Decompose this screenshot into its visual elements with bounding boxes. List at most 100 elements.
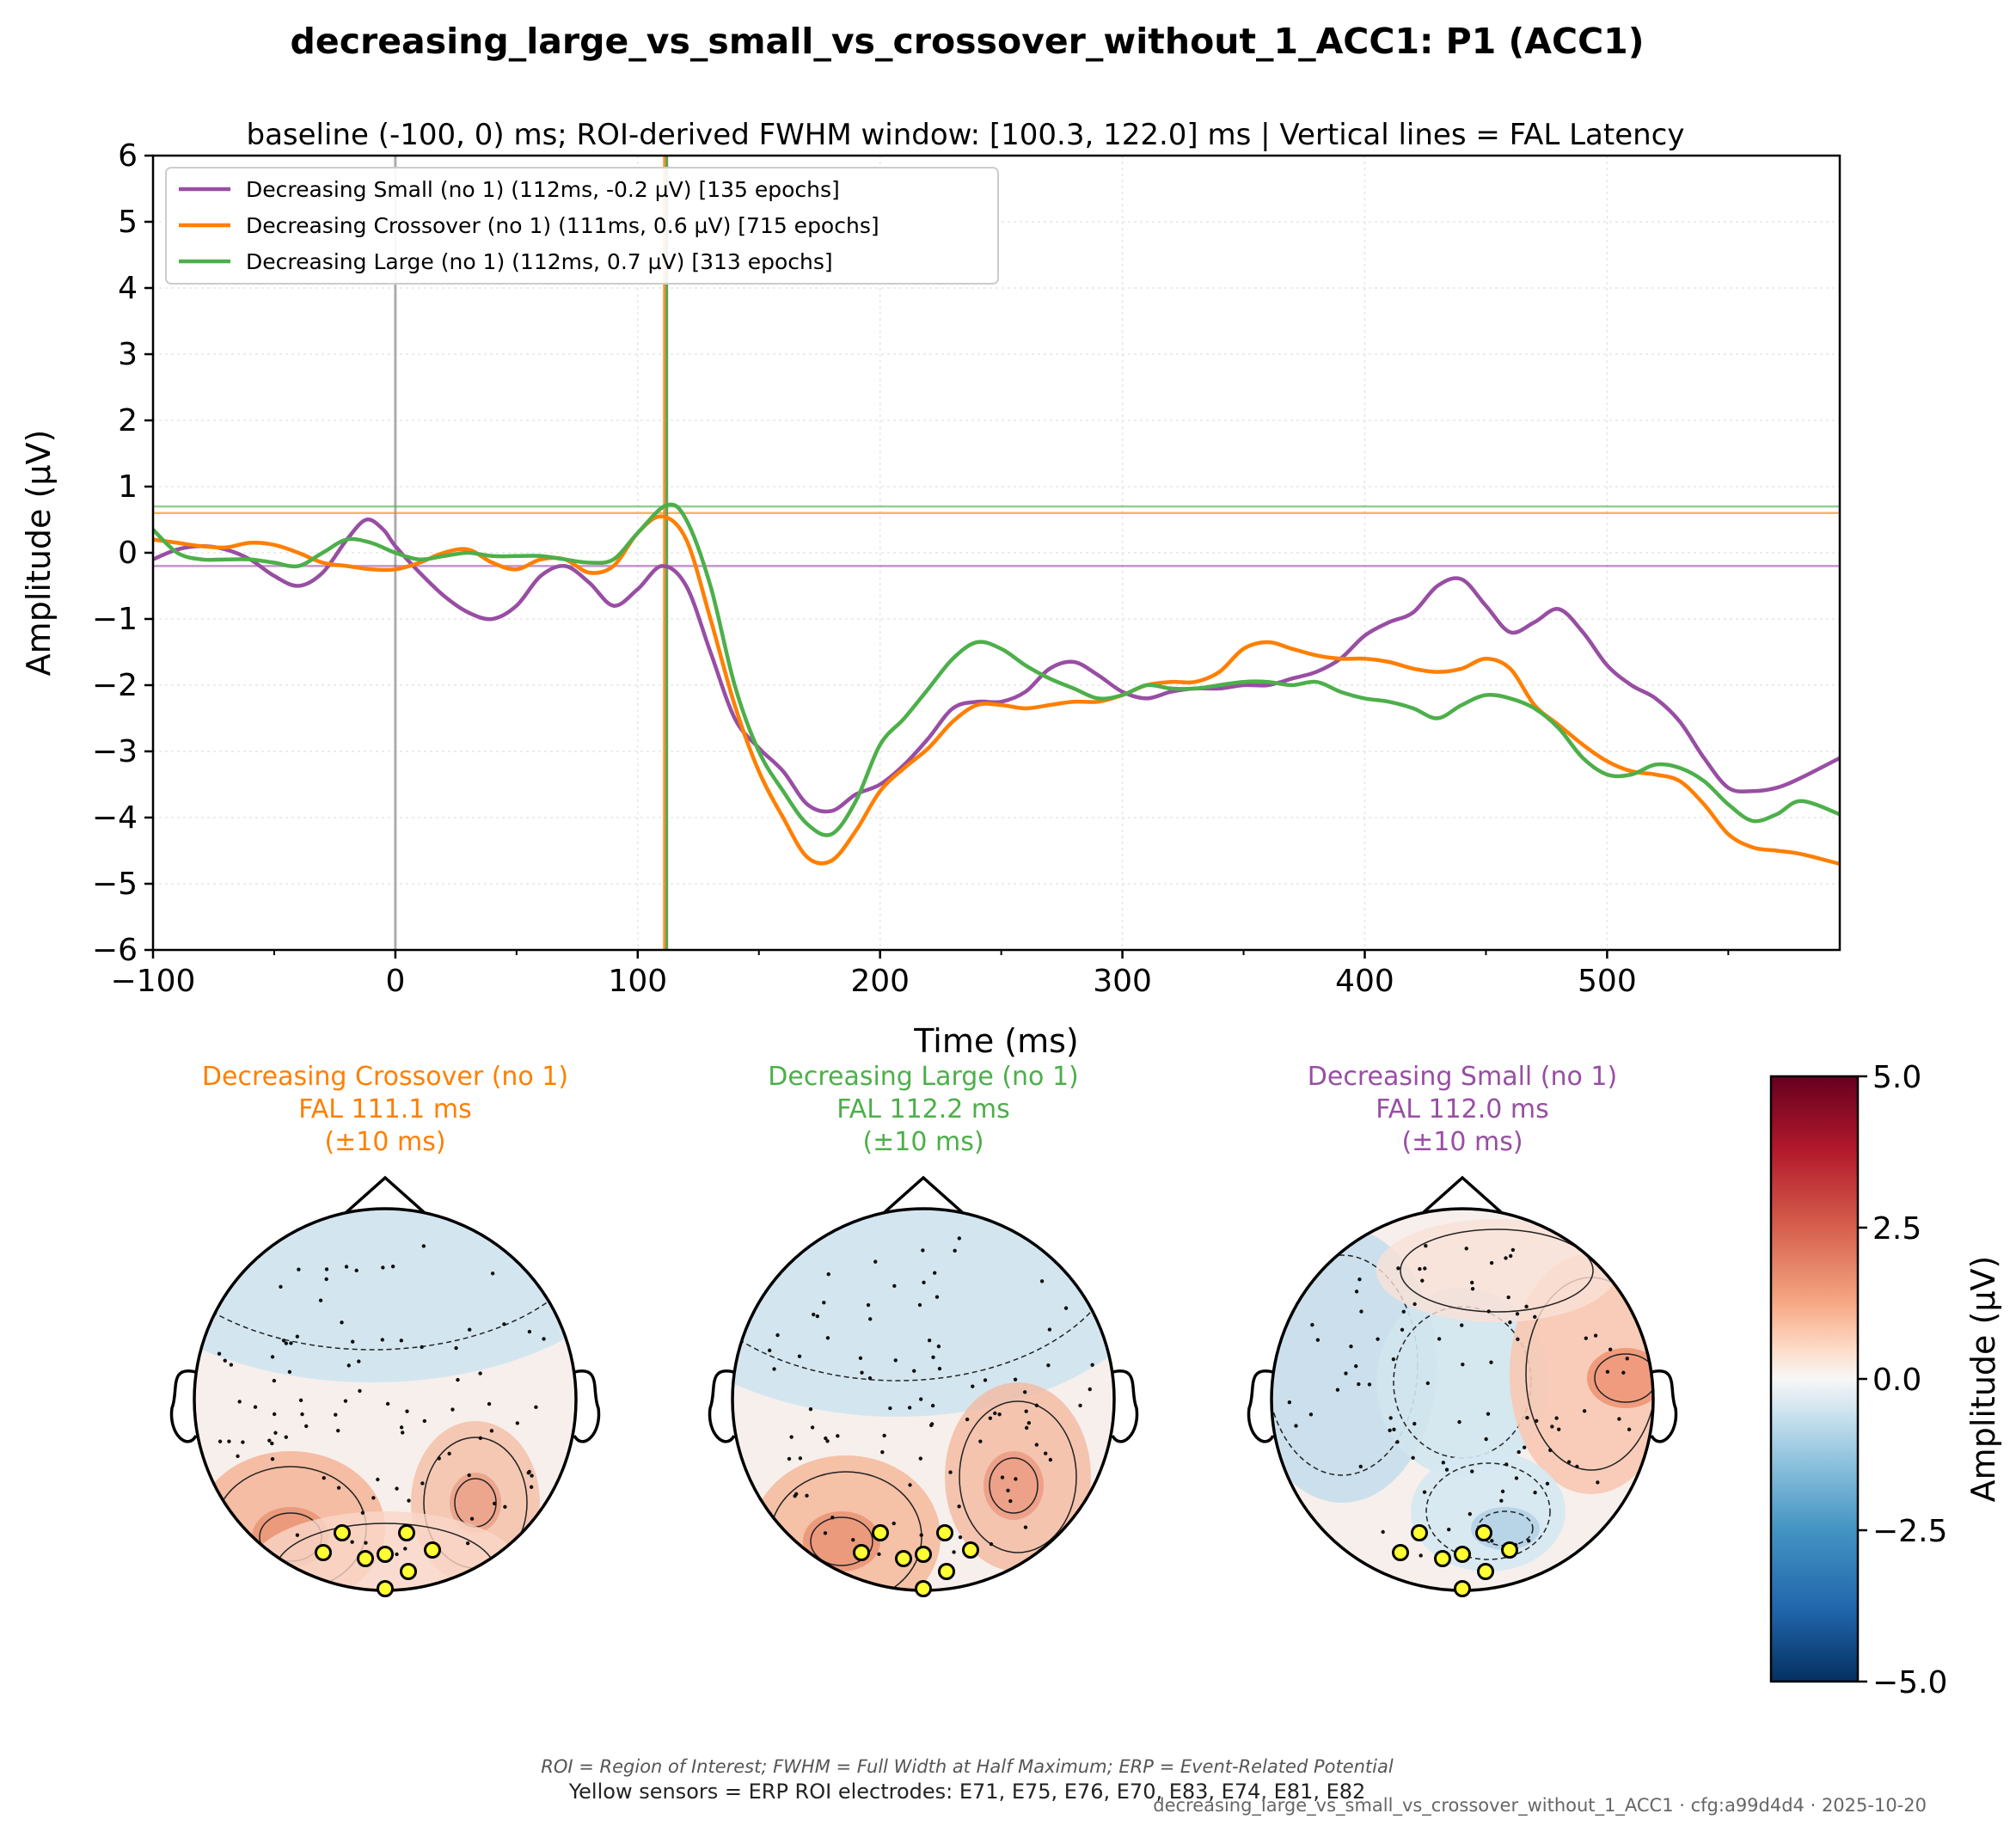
sensor-dot [798, 1456, 803, 1461]
sensor-dot [270, 1355, 275, 1359]
sensor-dot [1500, 1489, 1505, 1494]
roi-electrode-marker [315, 1544, 332, 1561]
sensor-dot [957, 1236, 962, 1241]
roi-electrode-marker [424, 1541, 441, 1559]
sensor-dot [907, 1406, 912, 1410]
roi-electrode-marker [334, 1524, 351, 1541]
sensor-dot [919, 1533, 923, 1537]
roi-electrode-marker [915, 1546, 932, 1563]
erp-line-plot: −100 0 100 200 300 400 500−6−5−4−3−2−10123456 … [20, 138, 1841, 1060]
sensor-dot [1344, 1371, 1348, 1375]
sensor-dot [1554, 1416, 1559, 1420]
sensor-dot [1608, 1347, 1613, 1351]
head-left-ear [169, 1369, 198, 1443]
sensor-dot [1441, 1461, 1446, 1465]
sensor-dot [1550, 1424, 1554, 1429]
sensor-dot [1533, 1490, 1537, 1495]
sensor-dot [364, 1541, 368, 1545]
footer-figure-id: decreasing_large_vs_small_vs_crossover_w… [1153, 1795, 1927, 1817]
sensor-dot [851, 1537, 855, 1542]
head-right-ear [1111, 1369, 1139, 1443]
sensor-dot [1023, 1525, 1028, 1529]
sensor-dot [867, 1375, 873, 1381]
sensor-dot [272, 1412, 277, 1417]
sensor-dot [527, 1329, 532, 1334]
sensor-dot [775, 1333, 780, 1338]
head-left-ear [1247, 1369, 1275, 1443]
sensor-dot [1006, 1488, 1010, 1493]
topomap-field-blob [1587, 1348, 1653, 1408]
sensor-dot [542, 1337, 546, 1341]
sensor-dot [1457, 1419, 1461, 1424]
sensor-dot [346, 1363, 351, 1368]
sensor-dot [447, 1451, 451, 1456]
topomap-field [194, 1209, 576, 1590]
sensor-dot [1419, 1553, 1423, 1558]
colorbar-tick-label: 2.5 [1872, 1211, 1921, 1247]
sensor-dot [1359, 1309, 1363, 1314]
sensor-dot [873, 1259, 878, 1264]
sensor-dot [927, 1338, 932, 1343]
colorbar-tick-label: 0.0 [1872, 1363, 1921, 1398]
topomap-panel-1: Decreasing Large (no 1)FAL 112.2 ms(±10 … [708, 1062, 1139, 1597]
sensor-dot [978, 1439, 983, 1443]
topomap-contour [1425, 1462, 1551, 1560]
sensor-dot [490, 1271, 495, 1276]
roi-electrode-marker [895, 1550, 912, 1567]
topomap-title: Decreasing Crossover (no 1) [202, 1062, 568, 1092]
roi-electrode-marker [377, 1580, 394, 1597]
sensor-dot [407, 1498, 411, 1503]
sensor-dot [957, 1504, 961, 1509]
sensor-dot [789, 1435, 794, 1439]
sensor-dot [1506, 1295, 1510, 1300]
sensor-dot [1024, 1409, 1028, 1413]
legend-box [165, 167, 999, 285]
sensor-dot [1423, 1266, 1427, 1271]
topomap-field-blob [1376, 1219, 1617, 1322]
sensor-dot [529, 1485, 534, 1489]
roi-electrode-marker [936, 1524, 953, 1541]
sensor-dot [948, 1470, 953, 1474]
sensor-dot [1388, 1428, 1392, 1432]
series-lines [153, 502, 1840, 867]
sensor-dot [1412, 1421, 1417, 1426]
sensor-dot [1517, 1449, 1521, 1455]
roi-electrode-marker [400, 1563, 417, 1580]
sensor-dot [1088, 1387, 1092, 1392]
sensor-dot [487, 1401, 492, 1406]
sensor-dot [534, 1405, 538, 1410]
y-tick-label: −1 [92, 602, 138, 637]
sensor-dot [1522, 1445, 1527, 1449]
sensor-dot [1047, 1327, 1052, 1332]
sensor-dot [421, 1244, 426, 1248]
sensor-dot [422, 1418, 427, 1424]
colorbar-gradient [1769, 1075, 1860, 1683]
sensor-dot [229, 1363, 234, 1367]
sensor-dot [877, 1552, 881, 1557]
sensor-dot [1008, 1498, 1013, 1504]
sensor-dot [1391, 1357, 1396, 1362]
sensor-dot [1039, 1279, 1045, 1284]
sensor-dot [1287, 1400, 1292, 1405]
roi-electrode-marker [1454, 1580, 1471, 1597]
sensor-dot [918, 1456, 922, 1461]
sensor-dot [823, 1531, 828, 1535]
sensor-dot [929, 1422, 934, 1426]
sensor-dot [1470, 1286, 1475, 1291]
roi-electrode-marker [1475, 1524, 1492, 1541]
sensor-dot [295, 1334, 300, 1339]
sensor-dot [281, 1339, 286, 1343]
sensor-dot [1489, 1360, 1493, 1364]
sensor-dot [1535, 1418, 1539, 1423]
sensor-dot [825, 1336, 830, 1340]
sensor-dot [336, 1486, 341, 1490]
sensor-dot [380, 1338, 384, 1342]
sensor-dot [888, 1406, 892, 1411]
roi-electrode-marker [853, 1544, 870, 1561]
x-tick-label: 400 [1335, 964, 1394, 999]
sensor-dot [420, 1345, 424, 1350]
sensor-dot [860, 1370, 864, 1375]
sensor-dot [1024, 1425, 1029, 1431]
sensor-dot [1381, 1529, 1385, 1535]
head-right-ear [1650, 1369, 1678, 1443]
